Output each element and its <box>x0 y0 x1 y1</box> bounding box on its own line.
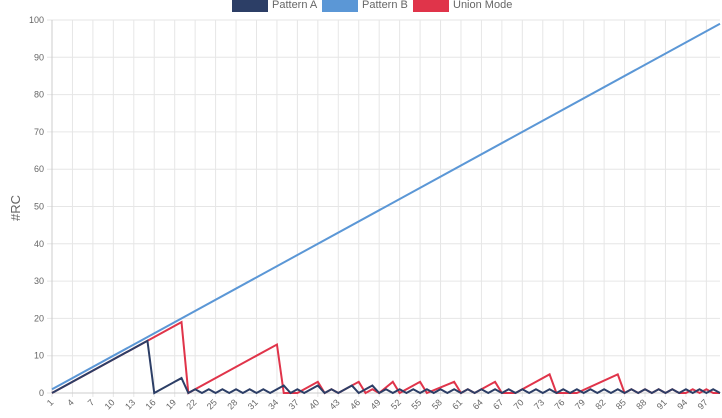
y-axis-ticks: 0 10 20 30 40 50 60 70 80 90 100 <box>29 15 44 398</box>
x-tick-label: 46 <box>348 397 362 411</box>
series-line-pattern-b <box>51 22 721 391</box>
x-axis-ticks: 1 4 7 10 13 16 19 22 25 28 31 34 37 40 43 46 49 52 55 58 61 6… <box>45 397 710 411</box>
x-tick-label: 37 <box>287 397 301 411</box>
x-tick-label: 49 <box>368 397 382 411</box>
x-tick-label: 52 <box>389 397 403 411</box>
x-tick-label: 79 <box>573 397 587 411</box>
x-tick-label: 40 <box>307 397 321 411</box>
y-tick-label: 30 <box>34 276 44 286</box>
x-tick-label: 85 <box>614 397 628 411</box>
x-tick-label: 43 <box>328 397 342 411</box>
legend-item-union-mode[interactable]: Union Mode <box>413 0 512 12</box>
x-tick-label: 76 <box>552 397 566 411</box>
y-tick-label: 40 <box>34 239 44 249</box>
legend-label: Pattern A <box>272 0 318 11</box>
x-tick-label: 91 <box>655 397 669 411</box>
series-lines <box>51 22 721 395</box>
legend-swatch <box>232 0 268 12</box>
y-tick-label: 10 <box>34 351 44 361</box>
x-tick-label: 34 <box>266 397 280 411</box>
x-tick-label: 88 <box>634 397 648 411</box>
x-tick-label: 64 <box>471 397 485 411</box>
x-tick-label: 67 <box>491 397 505 411</box>
legend-swatch <box>322 0 358 12</box>
x-tick-label: 70 <box>512 397 526 411</box>
y-tick-label: 100 <box>29 15 44 25</box>
x-tick-label: 25 <box>205 397 219 411</box>
x-tick-label: 97 <box>696 397 710 411</box>
y-tick-label: 20 <box>34 313 44 323</box>
legend-item-pattern-b[interactable]: Pattern B <box>322 0 408 12</box>
x-tick-label: 7 <box>86 397 97 408</box>
x-tick-label: 31 <box>246 397 260 411</box>
y-tick-label: 0 <box>39 388 44 398</box>
x-tick-label: 61 <box>450 397 464 411</box>
legend[interactable]: Pattern A Pattern B Union Mode <box>232 0 512 12</box>
y-tick-label: 80 <box>34 90 44 100</box>
series-line-pattern-a <box>51 339 721 395</box>
legend-label: Union Mode <box>453 0 512 11</box>
x-tick-label: 58 <box>430 397 444 411</box>
x-tick-label: 1 <box>45 397 56 408</box>
y-axis-label: #RC <box>8 195 23 221</box>
y-tick-label: 70 <box>34 127 44 137</box>
x-tick-label: 22 <box>184 397 198 411</box>
y-tick-label: 60 <box>34 164 44 174</box>
x-tick-label: 16 <box>144 397 158 411</box>
x-tick-label: 19 <box>164 397 178 411</box>
x-tick-label: 94 <box>675 397 689 411</box>
x-tick-label: 28 <box>225 397 239 411</box>
x-tick-label: 10 <box>103 397 117 411</box>
x-tick-label: 4 <box>65 397 76 408</box>
y-tick-label: 90 <box>34 52 44 62</box>
legend-label: Pattern B <box>362 0 408 11</box>
x-tick-label: 55 <box>409 397 423 411</box>
grid-lines <box>47 19 720 397</box>
y-tick-label: 50 <box>34 202 44 212</box>
x-tick-label: 73 <box>532 397 546 411</box>
legend-item-pattern-a[interactable]: Pattern A <box>232 0 318 12</box>
x-tick-label: 82 <box>593 397 607 411</box>
x-tick-label: 13 <box>123 397 137 411</box>
legend-swatch <box>413 0 449 12</box>
